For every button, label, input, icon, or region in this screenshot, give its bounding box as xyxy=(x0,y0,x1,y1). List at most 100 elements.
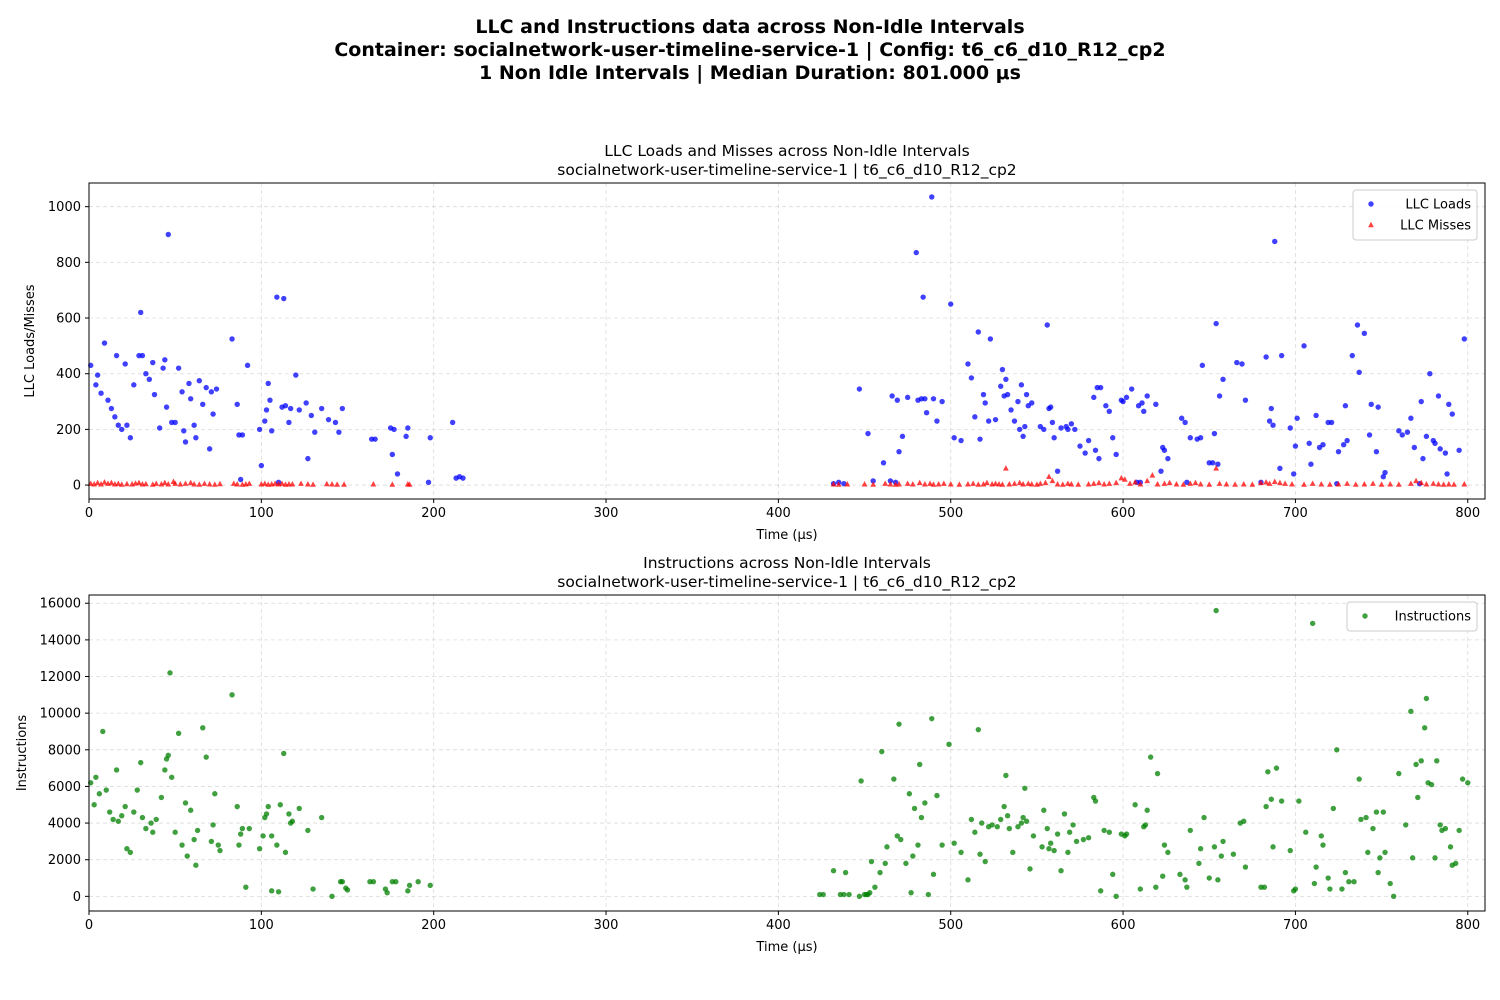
llc-loads-point xyxy=(939,398,945,405)
llc-loads-point xyxy=(1097,384,1104,391)
llc-loads-point xyxy=(1003,376,1009,382)
llc-misses-point xyxy=(1042,479,1049,486)
llc-legend: LLC Loads LLC Misses xyxy=(1352,189,1478,241)
llc-loads-point xyxy=(968,375,975,381)
instructions-point xyxy=(210,822,216,828)
instructions-point xyxy=(1066,829,1073,835)
instructions-point xyxy=(1160,873,1166,879)
llc-misses-point xyxy=(191,481,198,487)
llc-plot-area xyxy=(89,183,1485,499)
llc-misses-point xyxy=(1395,481,1402,487)
instructions-point xyxy=(1020,814,1026,821)
llc-loads-point xyxy=(1344,437,1350,444)
llc-loads-point xyxy=(139,352,146,359)
instructions-point xyxy=(1387,880,1393,887)
llc-loads-point xyxy=(175,365,182,371)
llc-y-tick-label: 600 xyxy=(56,312,81,327)
llc-loads-point xyxy=(1308,461,1314,467)
llc-misses-point xyxy=(182,480,189,486)
llc-x-tick-label: 800 xyxy=(1455,506,1480,521)
llc-loads-point xyxy=(972,414,978,420)
instructions-x-tick-label: 600 xyxy=(1111,918,1136,933)
llc-misses-point xyxy=(1006,481,1013,487)
llc-loads-point xyxy=(1139,400,1145,406)
llc-misses-point xyxy=(1025,480,1032,486)
llc-loads-point xyxy=(98,390,104,396)
instructions-legend-box xyxy=(1346,601,1478,632)
instructions-point xyxy=(318,814,325,821)
llc-misses-point xyxy=(108,479,115,486)
instructions-point xyxy=(165,752,171,758)
llc-y-axis-label: LLC Loads/Misses xyxy=(23,284,38,397)
llc-misses-point xyxy=(1121,476,1128,482)
instructions-point xyxy=(1054,831,1061,837)
llc-loads-point xyxy=(1423,433,1430,440)
llc-loads-point xyxy=(1408,415,1414,421)
instructions-point xyxy=(344,887,351,893)
llc-loads-point xyxy=(1082,450,1088,456)
llc-misses-point xyxy=(882,480,889,486)
llc-axes-frame xyxy=(88,182,1486,500)
instructions-point xyxy=(1187,827,1193,834)
instructions-point xyxy=(217,847,223,854)
instructions-point xyxy=(1097,888,1104,894)
llc-misses-point xyxy=(1113,479,1120,486)
instructions-y-tick-label: 14000 xyxy=(40,633,81,648)
instructions-point xyxy=(918,814,925,821)
instructions-point xyxy=(977,851,983,857)
instructions-point xyxy=(229,692,235,698)
llc-misses-point xyxy=(909,481,916,487)
llc-loads-point xyxy=(1268,405,1274,412)
llc-misses-point xyxy=(217,480,223,487)
llc-misses-point xyxy=(1289,481,1295,487)
instructions-point xyxy=(958,849,964,856)
instructions-point xyxy=(1358,816,1364,823)
instructions-point xyxy=(246,825,252,832)
instructions-point xyxy=(925,891,932,898)
llc-loads-point xyxy=(193,435,199,441)
llc-loads-point xyxy=(1022,423,1028,430)
llc-chart: 0 100 200 300 400 500 600 700 800 0 200 400 600 800 10… xyxy=(23,142,1486,543)
llc-loads-point xyxy=(1092,447,1099,453)
llc-misses-point xyxy=(1408,480,1414,486)
instructions-point xyxy=(1375,869,1381,876)
instructions-point xyxy=(1265,769,1271,775)
instructions-point xyxy=(172,829,178,835)
instructions-series-0 xyxy=(88,607,1471,900)
instructions-point xyxy=(406,882,413,889)
llc-misses-point xyxy=(1263,479,1270,485)
instructions-point xyxy=(138,759,144,766)
llc-loads-point xyxy=(286,419,292,426)
llc-misses-point xyxy=(916,479,923,486)
llc-misses-point xyxy=(118,481,125,487)
instructions-point xyxy=(1073,838,1080,845)
llc-misses-point xyxy=(1352,481,1359,487)
llc-misses-point xyxy=(1335,481,1342,487)
instructions-legend: Instructions xyxy=(1346,601,1478,632)
llc-y-tick-label: 400 xyxy=(56,367,81,382)
llc-loads-point xyxy=(1411,444,1418,451)
llc-loads-point xyxy=(1123,394,1130,401)
llc-loads-point xyxy=(1184,479,1190,485)
llc-loads-point xyxy=(1209,460,1216,466)
llc-loads-point xyxy=(206,446,213,452)
llc-misses-point xyxy=(1085,481,1092,487)
llc-misses-point xyxy=(1216,480,1223,486)
llc-loads-point xyxy=(1287,425,1293,431)
llc-loads-point xyxy=(1292,443,1299,449)
llc-y-tick-label: 200 xyxy=(56,423,81,438)
instructions-point xyxy=(1287,847,1293,854)
llc-loads-point xyxy=(115,422,121,428)
llc-loads-point xyxy=(1106,408,1112,414)
instructions-point xyxy=(182,800,189,806)
instructions-point xyxy=(1303,829,1309,835)
llc-x-tick-label: 500 xyxy=(938,506,963,521)
instructions-chart-subtitle: socialnetwork-user-timeline-service-1 | … xyxy=(557,573,1016,592)
instructions-point xyxy=(898,836,904,843)
llc-series-0 xyxy=(88,194,1468,487)
llc-misses-point xyxy=(1118,474,1125,481)
llc-loads-point xyxy=(267,397,273,403)
llc-loads-point xyxy=(156,425,163,431)
llc-misses-point xyxy=(904,480,911,486)
llc-loads-point xyxy=(1449,411,1455,417)
